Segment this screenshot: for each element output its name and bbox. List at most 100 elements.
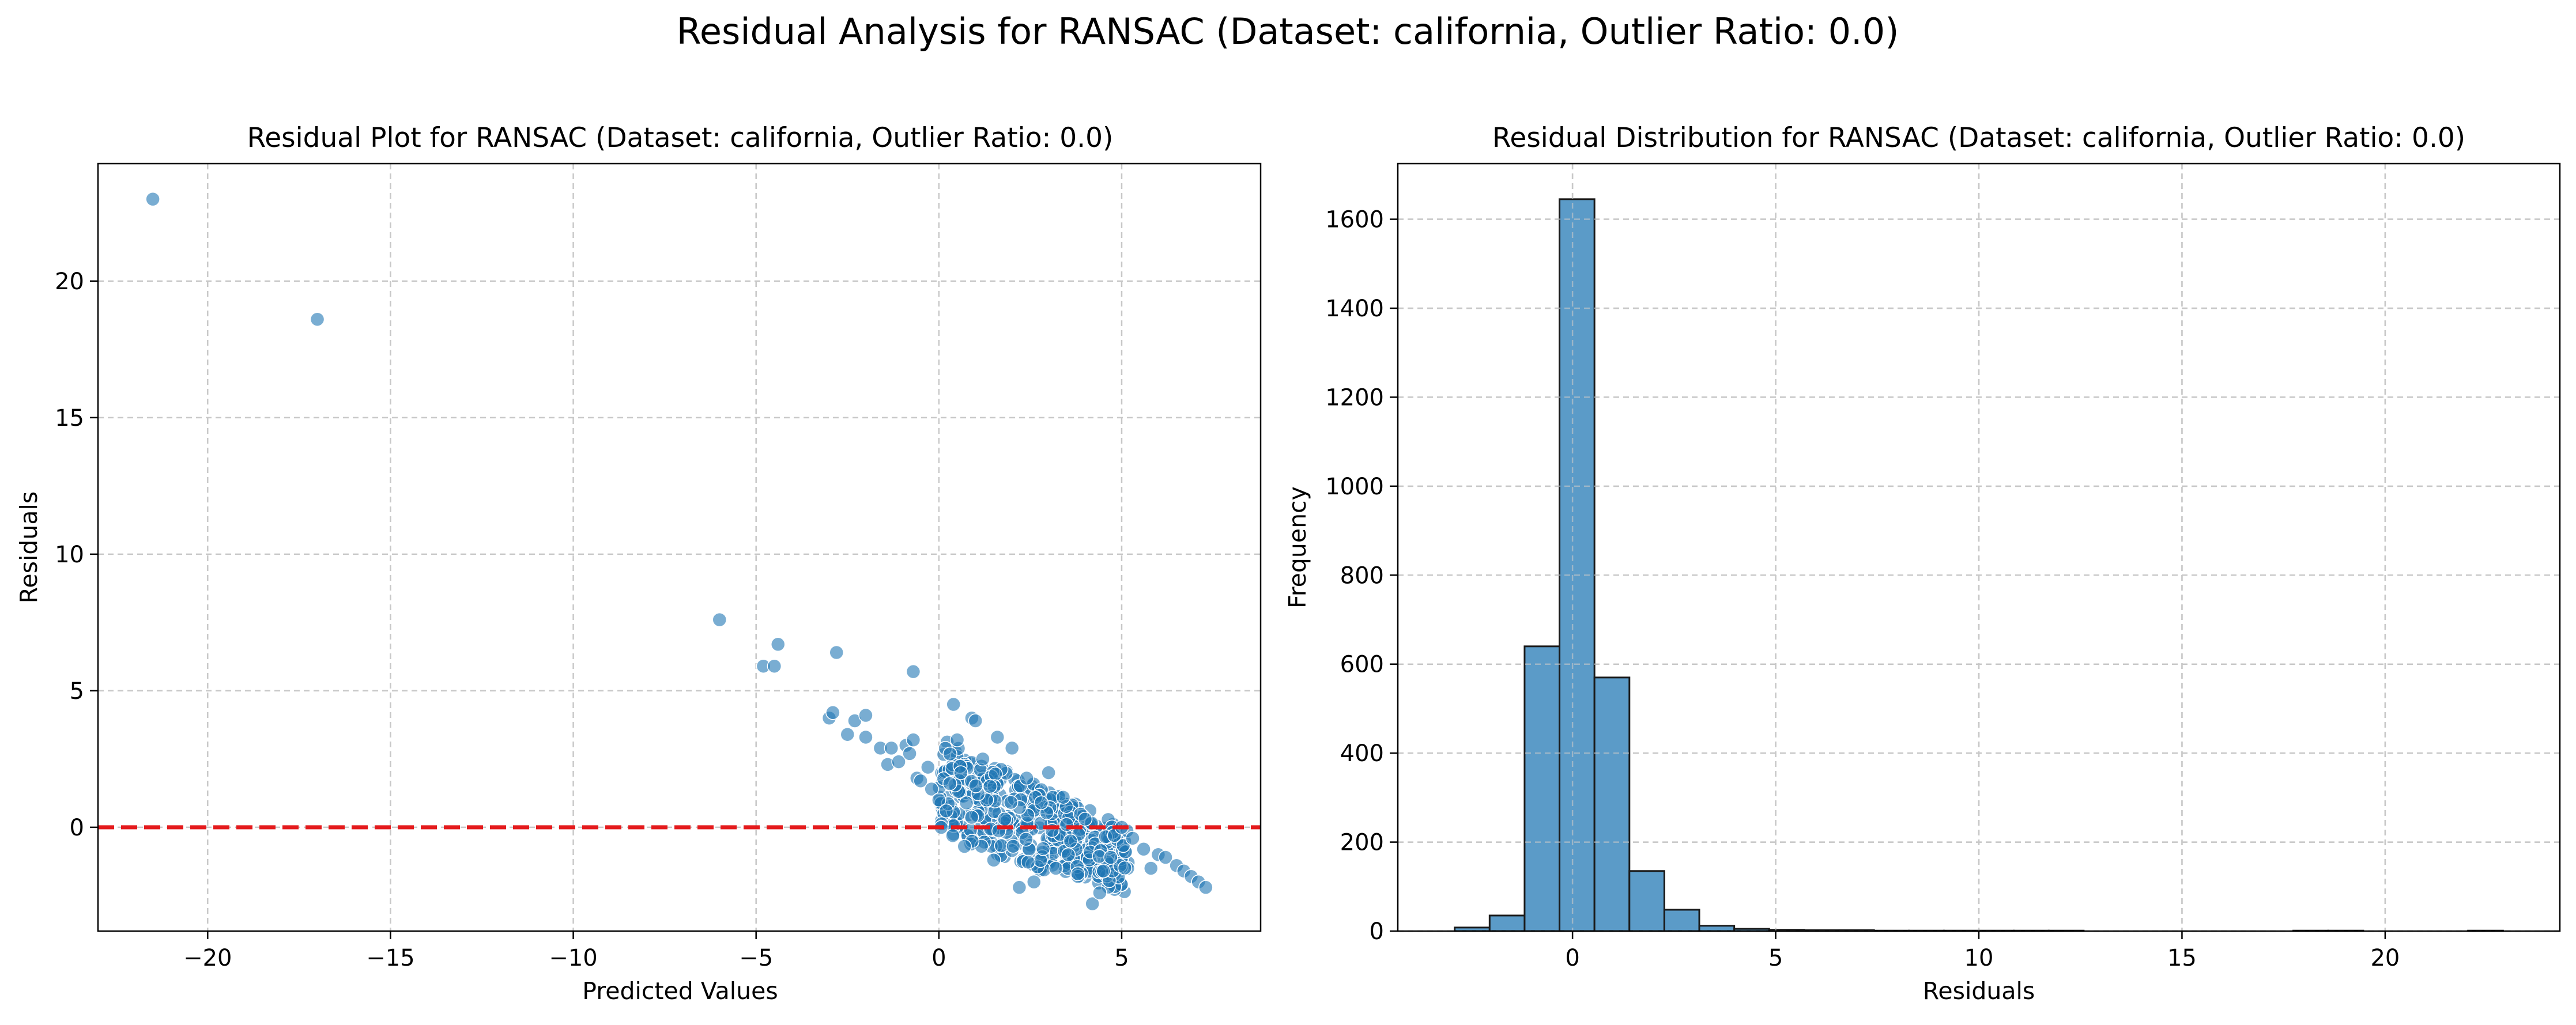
scatter-point bbox=[1070, 866, 1085, 882]
scatter-point bbox=[1085, 896, 1100, 911]
histogram-bar bbox=[1663, 909, 1700, 932]
scatter-plot-frame bbox=[97, 162, 1262, 932]
scatter-point bbox=[982, 779, 998, 794]
scatter-point bbox=[829, 645, 844, 660]
scatter-point bbox=[913, 773, 928, 789]
histogram-y-axis-label: Frequency bbox=[1284, 486, 1311, 608]
histogram-bar bbox=[1593, 676, 1631, 932]
histogram-x-tick-label: 5 bbox=[1768, 945, 1783, 971]
scatter-point bbox=[946, 697, 961, 712]
scatter-point bbox=[902, 746, 917, 761]
scatter-point bbox=[931, 792, 946, 808]
histogram-y-tick-label: 200 bbox=[1340, 830, 1384, 856]
scatter-point bbox=[1063, 833, 1078, 849]
scatter-point bbox=[1198, 880, 1213, 895]
scatter-y-tick-label: 0 bbox=[70, 815, 84, 841]
scatter-point bbox=[1077, 811, 1093, 827]
scatter-point bbox=[1061, 847, 1076, 863]
scatter-point bbox=[1048, 861, 1063, 876]
scatter-point bbox=[310, 312, 325, 327]
histogram-title: Residual Distribution for RANSAC (Datase… bbox=[1492, 122, 2465, 154]
scatter-point bbox=[1034, 795, 1049, 810]
scatter-point bbox=[959, 795, 974, 811]
residual-scatter-panel: Residual Plot for RANSAC (Dataset: calif… bbox=[15, 122, 1262, 1005]
scatter-point bbox=[1092, 885, 1107, 901]
scatter-point bbox=[997, 811, 1012, 827]
histogram-y-tick-label: 0 bbox=[1370, 918, 1384, 945]
scatter-point bbox=[771, 637, 786, 652]
histogram-x-tick-label: 15 bbox=[2167, 945, 2197, 971]
scatter-point bbox=[906, 732, 921, 747]
scatter-y-tick-label: 5 bbox=[70, 678, 84, 705]
scatter-point bbox=[1103, 850, 1118, 865]
scatter-point bbox=[957, 839, 972, 854]
scatter-point bbox=[942, 746, 957, 762]
scatter-point bbox=[712, 612, 727, 627]
histogram-bar bbox=[1523, 645, 1561, 932]
scatter-point bbox=[884, 740, 899, 756]
scatter-point bbox=[906, 664, 921, 679]
scatter-point bbox=[1019, 831, 1034, 847]
scatter-y-axis-label: Residuals bbox=[15, 491, 43, 604]
scatter-point bbox=[938, 803, 954, 819]
scatter-x-tick-label: 5 bbox=[1114, 945, 1129, 971]
histogram-x-axis-label: Residuals bbox=[1923, 977, 2035, 1005]
scatter-point bbox=[840, 727, 855, 742]
scatter-point bbox=[1125, 831, 1140, 846]
scatter-point bbox=[891, 754, 906, 769]
scatter-y-tick-label: 10 bbox=[55, 542, 84, 568]
scatter-point bbox=[953, 765, 968, 780]
scatter-point bbox=[1055, 789, 1071, 805]
scatter-x-tick-label: −5 bbox=[739, 945, 773, 971]
histogram-y-tick-label: 1400 bbox=[1325, 296, 1384, 322]
histogram-y-tick-label: 800 bbox=[1340, 562, 1384, 589]
scatter-point bbox=[1020, 854, 1036, 870]
histogram-bar bbox=[1628, 870, 1665, 932]
scatter-point bbox=[986, 853, 1001, 868]
scatter-x-tick-label: −15 bbox=[366, 945, 414, 971]
scatter-point bbox=[1117, 860, 1133, 876]
scatter-x-axis-label: Predicted Values bbox=[582, 977, 778, 1005]
scatter-point bbox=[858, 708, 873, 723]
scatter-point bbox=[924, 781, 939, 797]
scatter-point bbox=[968, 713, 983, 728]
histogram-y-tick-label: 1000 bbox=[1325, 474, 1384, 500]
scatter-point bbox=[1136, 842, 1151, 857]
scatter-x-ticks: −20 −15 −10 −5 0 5 bbox=[183, 931, 1129, 971]
histogram-x-tick-label: 20 bbox=[2370, 945, 2400, 971]
scatter-point bbox=[767, 659, 782, 674]
scatter-point bbox=[1004, 795, 1019, 810]
scatter-x-tick-label: 0 bbox=[931, 945, 946, 971]
histogram-y-tick-label: 1200 bbox=[1325, 384, 1384, 411]
histogram-bar bbox=[1488, 914, 1526, 932]
histogram-x-tick-label: 10 bbox=[1964, 945, 1994, 971]
scatter-point bbox=[990, 729, 1005, 745]
scatter-point bbox=[1019, 770, 1034, 786]
scatter-point bbox=[964, 810, 979, 825]
scatter-point bbox=[975, 751, 990, 767]
scatter-point bbox=[858, 729, 873, 745]
scatter-point bbox=[1158, 850, 1173, 865]
scatter-point bbox=[949, 732, 965, 747]
scatter-x-tick-label: −20 bbox=[183, 945, 232, 971]
histogram-y-tick-label: 1600 bbox=[1325, 207, 1384, 233]
scatter-point bbox=[1035, 841, 1051, 856]
histogram-bar bbox=[1559, 198, 1596, 932]
scatter-y-tick-label: 15 bbox=[55, 405, 84, 432]
scatter-point bbox=[1143, 861, 1159, 876]
histogram-y-ticks: 0 200 400 600 800 1000 1200 1400 1600 bbox=[1325, 207, 1398, 945]
scatter-point bbox=[988, 766, 1003, 782]
histogram-y-tick-label: 400 bbox=[1340, 740, 1384, 767]
histogram-grid-overlay bbox=[1398, 164, 2560, 932]
scatter-point bbox=[1059, 817, 1074, 832]
scatter-x-tick-label: −10 bbox=[549, 945, 597, 971]
scatter-point bbox=[921, 759, 936, 775]
scatter-point bbox=[1006, 838, 1021, 854]
scatter-point bbox=[1026, 874, 1042, 890]
scatter-point bbox=[1004, 740, 1020, 756]
figure-suptitle: Residual Analysis for RANSAC (Dataset: c… bbox=[677, 10, 1899, 52]
scatter-point bbox=[825, 705, 840, 720]
scatter-point bbox=[1096, 863, 1111, 879]
scatter-point bbox=[1041, 765, 1056, 780]
